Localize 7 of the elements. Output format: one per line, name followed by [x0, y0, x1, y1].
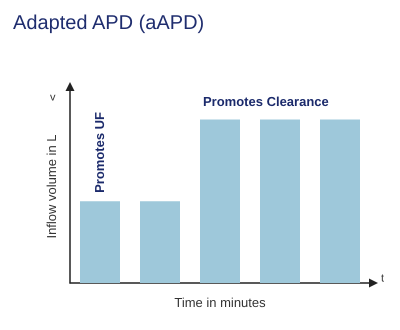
- x-axis-title: Time in minutes: [174, 294, 266, 310]
- y-axis-title: Inflow volume in L: [44, 134, 59, 239]
- text: Promotes Clearance: [203, 94, 329, 109]
- text: v: [50, 92, 56, 104]
- text: t: [381, 272, 384, 284]
- chart-title: Adapted APD (aAPD): [13, 12, 204, 34]
- annotation: Promotes UF: [92, 112, 107, 193]
